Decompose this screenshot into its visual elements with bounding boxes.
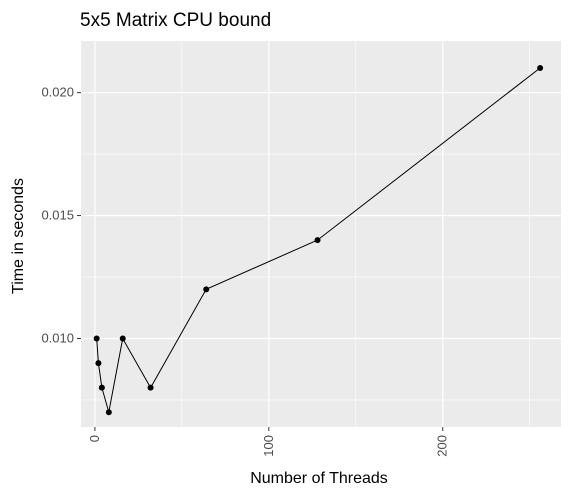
data-point [93, 335, 100, 342]
data-point [314, 237, 321, 244]
data-point [98, 384, 105, 391]
data-point [105, 409, 112, 416]
y-tick-label: 0.015 [41, 208, 74, 223]
y-axis-title: Time in seconds [10, 178, 27, 294]
data-point [147, 384, 154, 391]
grid-lines [81, 41, 561, 427]
y-axis-ticks: 0.010 0.015 0.020 [41, 85, 81, 345]
plot-panel [81, 41, 561, 427]
x-axis-ticks: 0 100 200 [87, 427, 450, 457]
data-point [203, 286, 210, 293]
data-points [93, 65, 544, 416]
chart-title: 5x5 Matrix CPU bound [80, 10, 271, 31]
data-point [95, 360, 102, 367]
data-point [537, 65, 544, 72]
x-tick-label: 200 [435, 435, 450, 457]
y-tick-label: 0.010 [41, 330, 74, 345]
x-tick-label: 100 [261, 435, 276, 457]
y-tick-label: 0.020 [41, 85, 74, 100]
data-point [119, 335, 126, 342]
x-tick-label: 0 [87, 435, 102, 442]
x-axis-title: Number of Threads [250, 470, 388, 487]
